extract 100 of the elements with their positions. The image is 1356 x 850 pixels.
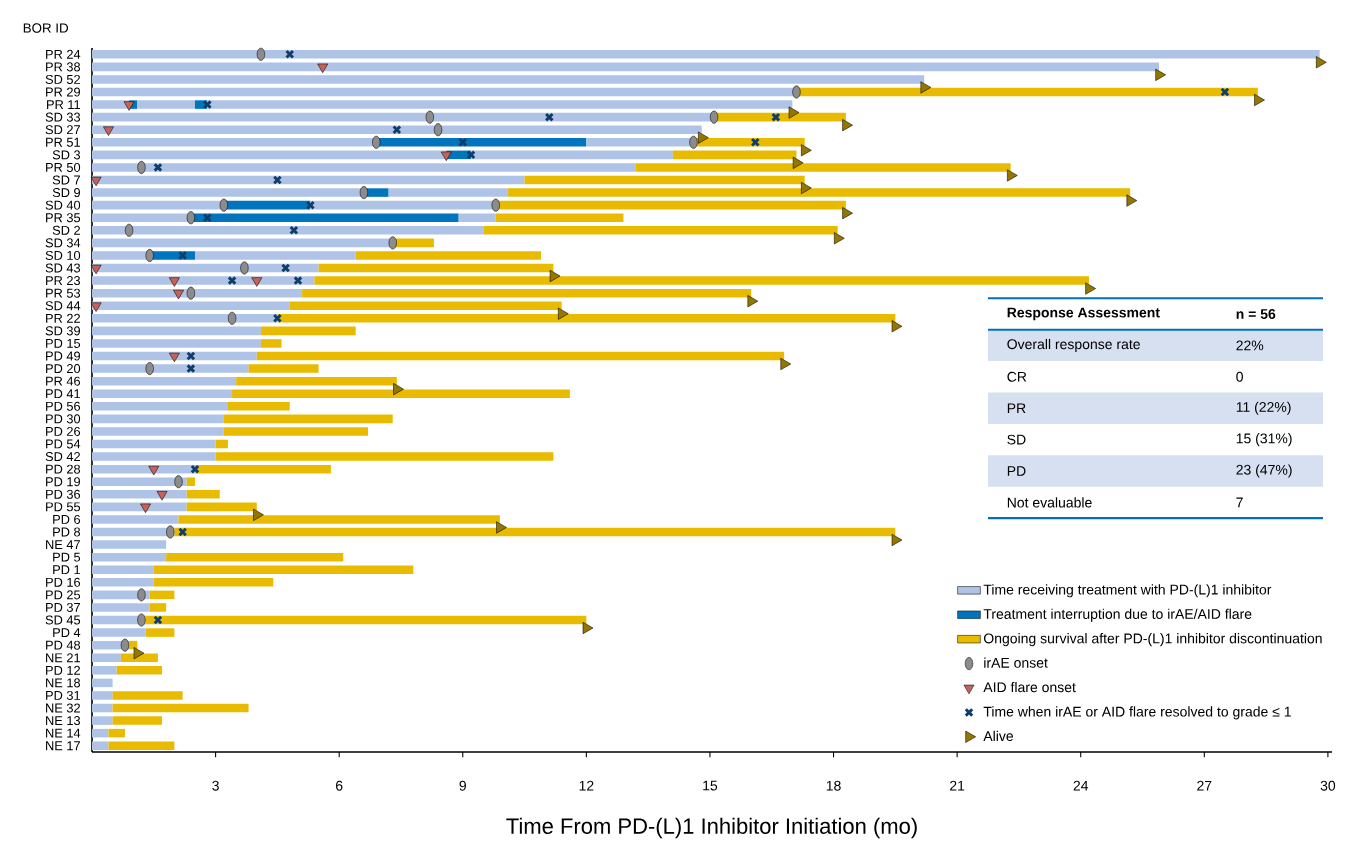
point [1220, 87, 1230, 97]
bar [256, 351, 785, 361]
bar [92, 565, 154, 574]
y-tick-label: NE 14 [46, 728, 81, 738]
y-tick-label: PD 56 [46, 401, 81, 411]
x-tick-label: 6 [336, 780, 343, 791]
bar [215, 439, 228, 449]
y-tick-label: PD 48 [46, 640, 81, 650]
y-tick-label: PR 29 [46, 87, 80, 97]
bar [186, 490, 220, 499]
bar [260, 326, 356, 336]
point [177, 527, 188, 537]
bar [149, 603, 167, 612]
bar [92, 326, 261, 336]
legend-label: irAE onset [984, 657, 1048, 668]
bar [92, 226, 484, 235]
point [750, 137, 760, 147]
x-tick-label: 15 [703, 780, 718, 791]
point [305, 200, 316, 210]
point [771, 112, 781, 122]
y-tick-label: PD 5 [53, 552, 81, 562]
point [103, 126, 114, 136]
bar [92, 402, 228, 411]
point [148, 465, 160, 476]
x-tick-label: 30 [1320, 780, 1336, 791]
point [440, 151, 452, 161]
bar [355, 251, 542, 260]
point [466, 150, 476, 160]
bar [92, 628, 146, 637]
bar [318, 263, 554, 273]
y-tick-label: PD 25 [46, 590, 81, 600]
point [458, 137, 468, 147]
bar [194, 464, 331, 474]
annotation: PR [1007, 403, 1026, 414]
point [272, 175, 283, 185]
point [156, 491, 168, 501]
bar [186, 502, 257, 512]
bar [471, 150, 673, 160]
legend-label: Time receiving treatment with PD-(L)1 inhibitor [983, 584, 1272, 598]
y-tick-label: SD 45 [45, 615, 81, 625]
y-tick-label: SD 27 [45, 125, 80, 135]
y-tick-label: PD 19 [46, 477, 80, 487]
annotation: CR [1007, 371, 1027, 382]
point [177, 250, 188, 261]
y-tick-label: SD 33 [45, 112, 81, 122]
bar [92, 578, 154, 587]
y-tick-label: SD 40 [45, 200, 81, 210]
y-axis-title: BOR ID [23, 23, 68, 33]
y-tick-label: PD 26 [46, 426, 81, 436]
bar [223, 414, 393, 424]
y-tick-label: NE 13 [46, 716, 81, 726]
point [153, 162, 163, 173]
bar [92, 653, 121, 662]
point [186, 363, 196, 374]
annotation: 22% [1236, 340, 1264, 351]
bar [277, 314, 896, 323]
bar [194, 251, 356, 260]
bar [92, 716, 113, 725]
point [433, 123, 443, 137]
bar [92, 50, 1320, 59]
y-tick-label: SD 52 [45, 74, 80, 84]
annotation: SD [1007, 434, 1026, 445]
bar [92, 163, 636, 172]
legend-label: Alive [983, 730, 1014, 742]
bar [174, 527, 896, 537]
x-axis-title: Time From PD-(L)1 Inhibitor Initiation (mo) [506, 817, 917, 839]
bar [178, 515, 500, 524]
y-tick-label: SD 34 [45, 238, 81, 248]
bar [112, 716, 163, 725]
bar [92, 515, 179, 524]
y-tick-label: SD 7 [52, 175, 80, 185]
y-tick-label: NE 18 [46, 678, 81, 688]
point [123, 101, 135, 111]
legend-label: AID flare onset [983, 681, 1076, 693]
bar [92, 389, 233, 398]
bar [458, 213, 496, 222]
annotation: Response Assessment [1007, 307, 1160, 321]
point [392, 125, 402, 135]
bar [92, 62, 1159, 72]
bar [92, 414, 224, 424]
bar [92, 376, 237, 386]
annotation: 11 (22%) [1236, 401, 1291, 415]
bar [108, 741, 175, 750]
y-tick-label: NE 32 [46, 703, 80, 713]
bar [508, 188, 1131, 197]
x-tick-label: 27 [1197, 780, 1212, 791]
y-tick-label: PD 30 [46, 414, 81, 424]
bar [92, 603, 150, 612]
y-tick-label: PR 23 [46, 276, 81, 286]
bar [92, 540, 167, 549]
bar [153, 565, 414, 574]
point [202, 99, 213, 110]
y-tick-label: NE 17 [46, 741, 80, 751]
y-tick-label: PD 15 [46, 338, 81, 348]
bar [302, 288, 752, 298]
point [280, 263, 291, 273]
x-tick-label: 12 [579, 780, 594, 791]
bar [223, 427, 369, 436]
bar [92, 678, 113, 688]
bar [483, 226, 838, 235]
